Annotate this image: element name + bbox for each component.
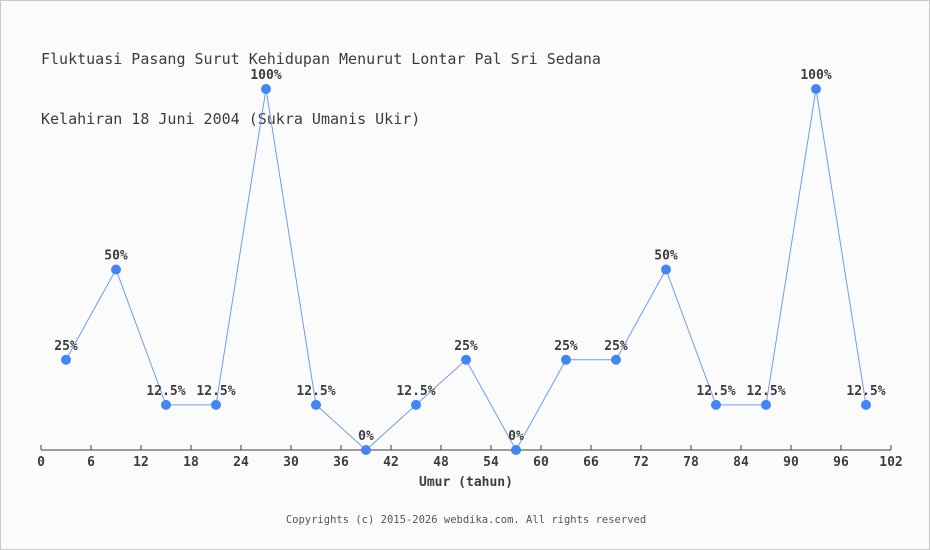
data-point-label: 12.5% xyxy=(196,384,235,399)
data-point-marker xyxy=(811,84,821,94)
data-point-marker xyxy=(311,399,321,410)
data-point-marker xyxy=(361,445,371,455)
x-axis-tick-label: 78 xyxy=(683,455,699,470)
x-axis-tick-label: 30 xyxy=(283,455,299,470)
data-point-label: 50% xyxy=(654,249,678,264)
x-axis-tick-label: 24 xyxy=(233,455,249,470)
x-axis-tick-label: 72 xyxy=(633,455,649,470)
data-point-label: 12.5% xyxy=(296,384,335,399)
data-point-marker xyxy=(211,399,221,410)
data-point-marker xyxy=(861,399,871,410)
data-point-marker xyxy=(711,399,721,410)
data-point-label: 25% xyxy=(604,339,628,354)
data-point-label: 12.5% xyxy=(146,384,185,399)
x-axis-tick-label: 42 xyxy=(383,455,399,470)
data-point-marker xyxy=(561,354,571,365)
x-axis-tick-label: 12 xyxy=(133,455,149,470)
data-point-label: 0% xyxy=(358,429,374,444)
x-axis-tick-label: 96 xyxy=(833,455,849,470)
x-axis-tick-label: 0 xyxy=(37,455,45,470)
data-point-marker xyxy=(161,399,171,410)
data-point-label: 25% xyxy=(54,339,78,354)
x-axis-tick-label: 54 xyxy=(483,455,499,470)
x-axis-tick-label: 102 xyxy=(879,455,902,470)
data-point-marker xyxy=(411,399,421,410)
x-axis-tick-label: 84 xyxy=(733,455,749,470)
x-axis-tick-label: 60 xyxy=(533,455,549,470)
data-point-marker xyxy=(761,399,771,410)
data-point-label: 100% xyxy=(250,68,281,83)
x-axis-tick-label: 6 xyxy=(87,455,95,470)
data-point-label: 50% xyxy=(104,249,128,264)
data-point-label: 12.5% xyxy=(746,384,785,399)
data-point-label: 25% xyxy=(554,339,578,354)
x-axis-tick-label: 36 xyxy=(333,455,349,470)
data-point-label: 25% xyxy=(454,339,478,354)
x-axis-tick-label: 66 xyxy=(583,455,599,470)
data-point-label: 12.5% xyxy=(846,384,885,399)
data-point-marker xyxy=(111,264,121,275)
x-axis-tick-label: 90 xyxy=(783,455,799,470)
data-point-marker xyxy=(61,354,71,365)
x-axis-tick-label: 18 xyxy=(183,455,199,470)
data-point-marker xyxy=(611,354,621,365)
copyright-footer: Copyrights (c) 2015-2026 webdika.com. Al… xyxy=(285,514,647,526)
x-axis-tick-label: 48 xyxy=(433,455,449,470)
data-point-label: 100% xyxy=(800,68,831,83)
data-point-marker xyxy=(661,264,671,275)
data-point-label: 12.5% xyxy=(696,384,735,399)
data-point-label: 12.5% xyxy=(396,384,435,399)
data-point-marker xyxy=(511,445,521,455)
chart-title-line1: Fluktuasi Pasang Surut Kehidupan Menurut… xyxy=(41,50,601,68)
chart-title: Fluktuasi Pasang Surut Kehidupan Menurut… xyxy=(41,9,601,169)
data-point-label: 0% xyxy=(508,429,524,444)
chart-title-line2: Kelahiran 18 Juni 2004 (Sukra Umanis Uki… xyxy=(41,110,421,128)
data-point-marker xyxy=(261,84,271,94)
x-axis-label: Umur (tahun) xyxy=(419,475,513,490)
data-point-marker xyxy=(461,354,471,365)
